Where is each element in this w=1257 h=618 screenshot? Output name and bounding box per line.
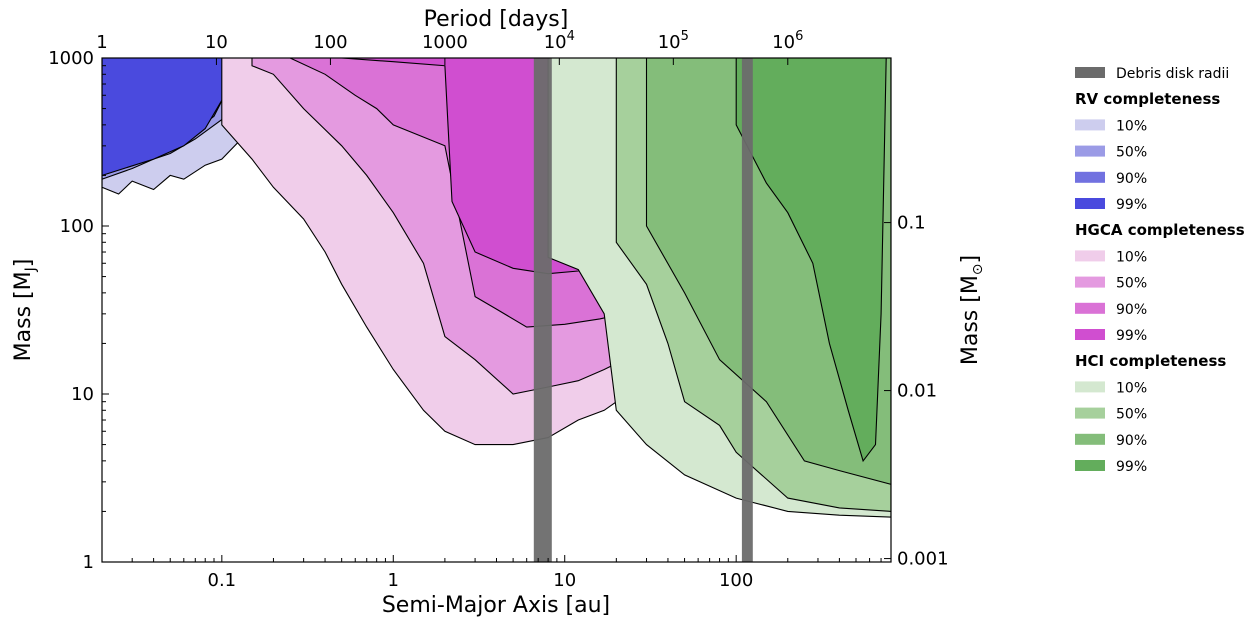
x-tick-label: 0.1 [208, 570, 237, 591]
legend-label: 90% [1116, 302, 1147, 318]
legend-swatch [1075, 407, 1105, 419]
x-tick-label: 10 [553, 570, 576, 591]
right-tick-label: 0.01 [897, 381, 937, 402]
legend: Debris disk radii RV completeness 10% 50% 90… [1075, 66, 1245, 475]
top-tick-label: 1 [96, 32, 107, 53]
legend-label: 90% [1116, 171, 1147, 187]
legend-label: 10% [1116, 249, 1147, 265]
legend-swatch [1075, 460, 1105, 471]
top-tick-label: 1000 [422, 32, 468, 53]
top-tick-exponent: 6 [795, 29, 803, 44]
y-axis-title-main: Mass [M [11, 271, 36, 361]
legend-swatch [1075, 250, 1105, 262]
legend-swatch [1075, 67, 1105, 78]
y-tick-label: 1000 [48, 48, 94, 69]
legend-header: HCI completeness [1075, 352, 1226, 370]
legend-label: 99% [1116, 197, 1147, 213]
x-axis-title: Semi-Major Axis [au] [382, 593, 610, 618]
top-tick-label: 10 [205, 32, 228, 53]
legend-label: 99% [1116, 328, 1147, 344]
legend-label: 50% [1116, 407, 1147, 423]
y-tick-label: 10 [71, 384, 94, 405]
y-right-axis-title-sub: ⊙ [970, 263, 986, 275]
legend-swatch [1075, 381, 1105, 393]
legend-swatch [1075, 171, 1105, 183]
legend-swatch [1075, 302, 1105, 314]
y-right-axis-title-close: ] [958, 255, 983, 264]
x-tick-label: 1 [388, 570, 399, 591]
legend-header: RV completeness [1075, 90, 1220, 108]
top-tick-label: 100 [313, 32, 347, 53]
legend-swatch [1075, 433, 1105, 445]
y-right-axis-title-main: Mass [M [958, 275, 983, 365]
top-tick-label: 106 [772, 29, 803, 53]
debris-disk-bands [533, 58, 753, 562]
y-right-axis-title: Mass [M⊙] [958, 255, 986, 365]
legend-label: 90% [1116, 433, 1147, 449]
legend-label: 10% [1116, 380, 1147, 396]
legend-swatch [1075, 198, 1105, 209]
legend-header: HGCA completeness [1075, 221, 1245, 239]
legend-swatch [1075, 119, 1105, 131]
right-tick-label: 0.001 [897, 549, 949, 570]
top-tick-exponent: 5 [681, 29, 689, 44]
y-tick-label: 100 [60, 216, 94, 237]
top-tick-exponent: 4 [567, 29, 575, 44]
legend-label: 10% [1116, 118, 1147, 134]
y-axis-title-close: ] [11, 259, 36, 268]
y-tick-label: 1 [83, 552, 94, 573]
debris-disk-band-2 [741, 58, 753, 562]
debris-disk-band-1 [533, 58, 552, 562]
legend-swatch [1075, 329, 1105, 340]
axis-ticks [101, 57, 892, 563]
legend-label: Debris disk radii [1116, 66, 1229, 82]
x-tick-label: 100 [719, 570, 753, 591]
x-top-axis-title: Period [days] [424, 7, 569, 32]
y-axis-title-sub: J [23, 267, 39, 272]
legend-swatch [1075, 145, 1105, 157]
hci-area-99 [735, 58, 887, 463]
legend-label: 99% [1116, 459, 1147, 475]
legend-label: 50% [1116, 145, 1147, 161]
legend-label: 50% [1116, 276, 1147, 292]
y-axis-title: Mass [MJ] [11, 259, 39, 362]
legend-swatch [1075, 276, 1105, 288]
right-tick-label: 0.1 [897, 213, 926, 234]
